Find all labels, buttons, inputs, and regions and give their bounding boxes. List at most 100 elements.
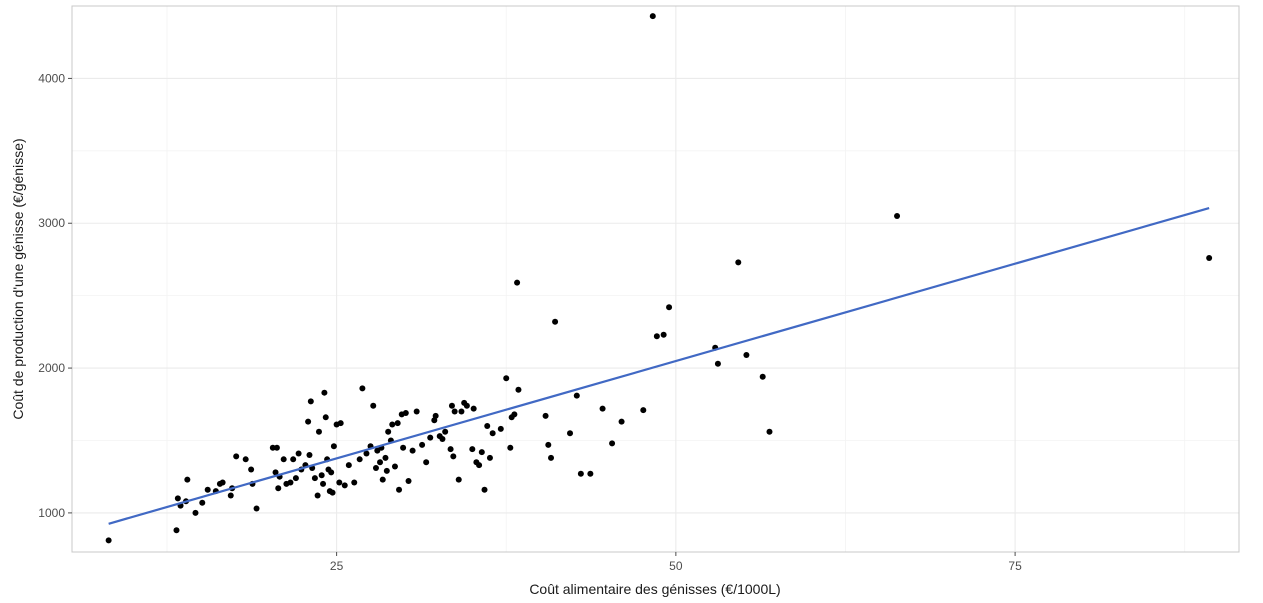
data-point (306, 451, 313, 458)
data-point (242, 456, 249, 463)
data-point (307, 398, 314, 405)
data-point (382, 454, 389, 461)
data-point (599, 405, 606, 412)
data-point (1206, 255, 1213, 261)
data-point (484, 423, 491, 429)
data-point (478, 449, 485, 456)
x-tick-label: 75 (1008, 559, 1022, 573)
data-point (351, 479, 358, 486)
data-point (320, 480, 327, 487)
data-point (389, 421, 396, 428)
data-point (173, 527, 180, 534)
data-point (511, 411, 518, 418)
data-point (394, 420, 401, 427)
x-tick-label: 25 (330, 559, 344, 573)
data-point (199, 499, 206, 506)
data-point (419, 441, 426, 448)
x-axis-title: Coût alimentaire des génisses (€/1000L) (529, 581, 780, 597)
data-point (432, 412, 439, 419)
data-point (305, 418, 312, 425)
grid-major (72, 6, 1239, 552)
data-point (330, 443, 337, 450)
data-point (329, 489, 336, 496)
data-point (476, 462, 483, 469)
data-point (292, 475, 299, 482)
data-point (341, 482, 348, 489)
data-point (577, 470, 584, 477)
data-point (253, 505, 260, 512)
data-point (548, 454, 555, 461)
data-point (359, 385, 366, 392)
data-point (184, 476, 191, 483)
data-point (290, 456, 297, 463)
data-point (545, 441, 552, 448)
data-point (666, 304, 673, 311)
data-points (105, 13, 1213, 544)
data-point (552, 318, 559, 325)
data-point (427, 434, 434, 441)
data-point (356, 456, 363, 463)
data-point (280, 456, 287, 463)
data-point (463, 402, 470, 409)
data-point (275, 485, 282, 492)
data-point (363, 450, 370, 457)
data-point (455, 476, 462, 483)
data-point (894, 213, 901, 219)
data-point (328, 469, 335, 476)
data-point (315, 428, 322, 435)
data-point (372, 465, 379, 471)
data-point (233, 453, 240, 460)
data-point (174, 495, 181, 502)
data-point (497, 425, 504, 432)
data-point (653, 333, 660, 340)
data-point (272, 469, 279, 476)
data-point (345, 462, 352, 469)
data-point (640, 407, 647, 414)
data-point (439, 436, 446, 443)
data-point (481, 486, 488, 493)
data-point (219, 479, 226, 486)
data-point (743, 352, 750, 359)
data-point (322, 414, 329, 421)
data-point (321, 389, 328, 396)
data-point (759, 373, 766, 380)
data-point (311, 475, 318, 482)
data-point (486, 454, 493, 461)
data-point (503, 375, 510, 382)
data-point (447, 446, 454, 453)
data-point (400, 444, 407, 451)
data-point (448, 402, 455, 409)
data-point (405, 478, 412, 485)
data-point (451, 408, 458, 415)
data-point (377, 459, 384, 466)
data-point (383, 467, 390, 474)
data-point (514, 279, 521, 286)
y-axis-title: Coût de production d'une génisse (€/géni… (10, 138, 26, 419)
data-point (370, 402, 377, 409)
data-point (248, 466, 255, 473)
data-point (766, 428, 773, 435)
data-point (469, 446, 476, 453)
data-point (273, 444, 280, 451)
grid-minor (72, 5, 1239, 552)
y-axis-ticks: 1000 2000 3000 4000 (38, 71, 72, 520)
data-point (573, 392, 580, 399)
data-point (318, 472, 325, 479)
data-point (337, 420, 344, 427)
data-point (287, 479, 294, 486)
data-point (735, 259, 742, 266)
data-point (413, 408, 420, 415)
y-tick-label: 1000 (38, 506, 65, 520)
data-point (609, 440, 616, 447)
data-point (618, 418, 625, 425)
data-point (314, 492, 321, 499)
data-point (489, 430, 496, 437)
data-point (714, 360, 721, 367)
x-axis-ticks: 25 50 75 (330, 552, 1022, 573)
data-point (385, 428, 392, 435)
data-point (409, 447, 416, 454)
panel-background (72, 6, 1239, 552)
data-point (649, 13, 656, 20)
y-tick-label: 4000 (38, 71, 65, 85)
